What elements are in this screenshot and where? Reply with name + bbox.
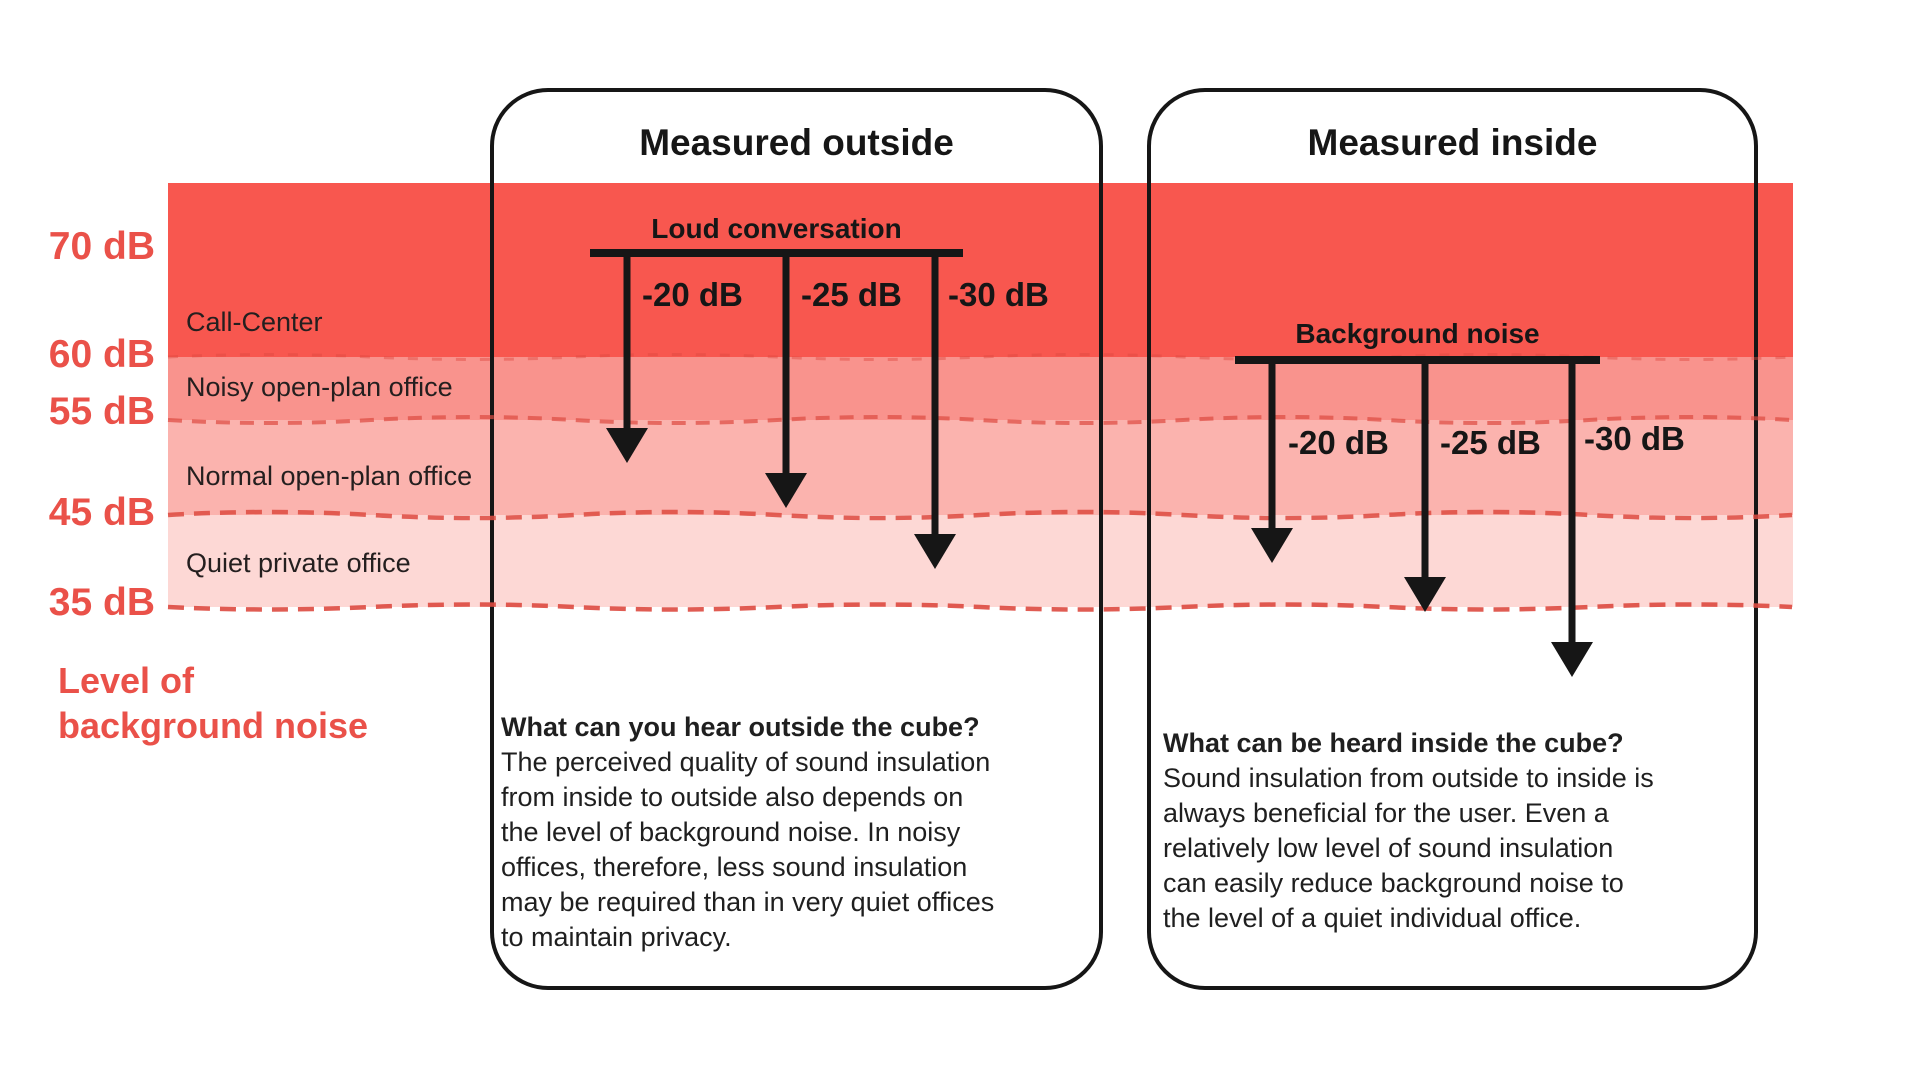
source-label-loud-conversation: Loud conversation <box>651 213 902 244</box>
band-quiet-office <box>168 515 1793 607</box>
db-axis-label-70: 70 dB <box>48 225 155 268</box>
reduction-label-outside-30: -30 dB <box>948 276 1049 313</box>
text-heading-outside: What can you hear outside the cube? <box>501 712 980 742</box>
noise-level-bands <box>168 183 1793 607</box>
band-call-center <box>168 183 1793 357</box>
zone-label-call-center: Call-Center <box>186 307 323 337</box>
source-label-background-noise: Background noise <box>1295 318 1540 349</box>
panel-measured-outside <box>490 88 1103 990</box>
zone-label-quiet-office: Quiet private office <box>186 548 411 578</box>
text-block-outside: What can you hear outside the cube? The … <box>501 710 1006 955</box>
panel-title-outside: Measured outside <box>639 122 954 163</box>
panel-measured-inside <box>1147 88 1758 990</box>
axis-caption: Level of background noise <box>58 660 369 746</box>
reduction-label-inside-20: -20 dB <box>1288 424 1389 461</box>
text-body-outside: The perceived quality of sound insulatio… <box>501 747 995 952</box>
db-axis-label-35: 35 dB <box>48 581 155 624</box>
db-axis-label-55: 55 dB <box>48 390 155 433</box>
band-normal-office <box>168 420 1793 515</box>
zone-label-normal-office: Normal open-plan office <box>186 461 473 491</box>
reduction-label-inside-30: -30 dB <box>1584 420 1685 457</box>
db-axis-label-45: 45 dB <box>48 491 155 534</box>
zone-label-noisy-office: Noisy open-plan office <box>186 372 453 402</box>
text-block-inside: What can be heard inside the cube? Sound… <box>1163 726 1663 936</box>
reduction-label-outside-25: -25 dB <box>801 276 902 313</box>
db-axis-label-60: 60 dB <box>48 333 155 376</box>
band-noisy-office <box>168 357 1793 420</box>
text-heading-inside: What can be heard inside the cube? <box>1163 728 1624 758</box>
reduction-label-outside-20: -20 dB <box>642 276 743 313</box>
reduction-label-inside-25: -25 dB <box>1440 424 1541 461</box>
text-body-inside: Sound insulation from outside to inside … <box>1163 763 1654 933</box>
panel-title-inside: Measured inside <box>1307 122 1598 163</box>
